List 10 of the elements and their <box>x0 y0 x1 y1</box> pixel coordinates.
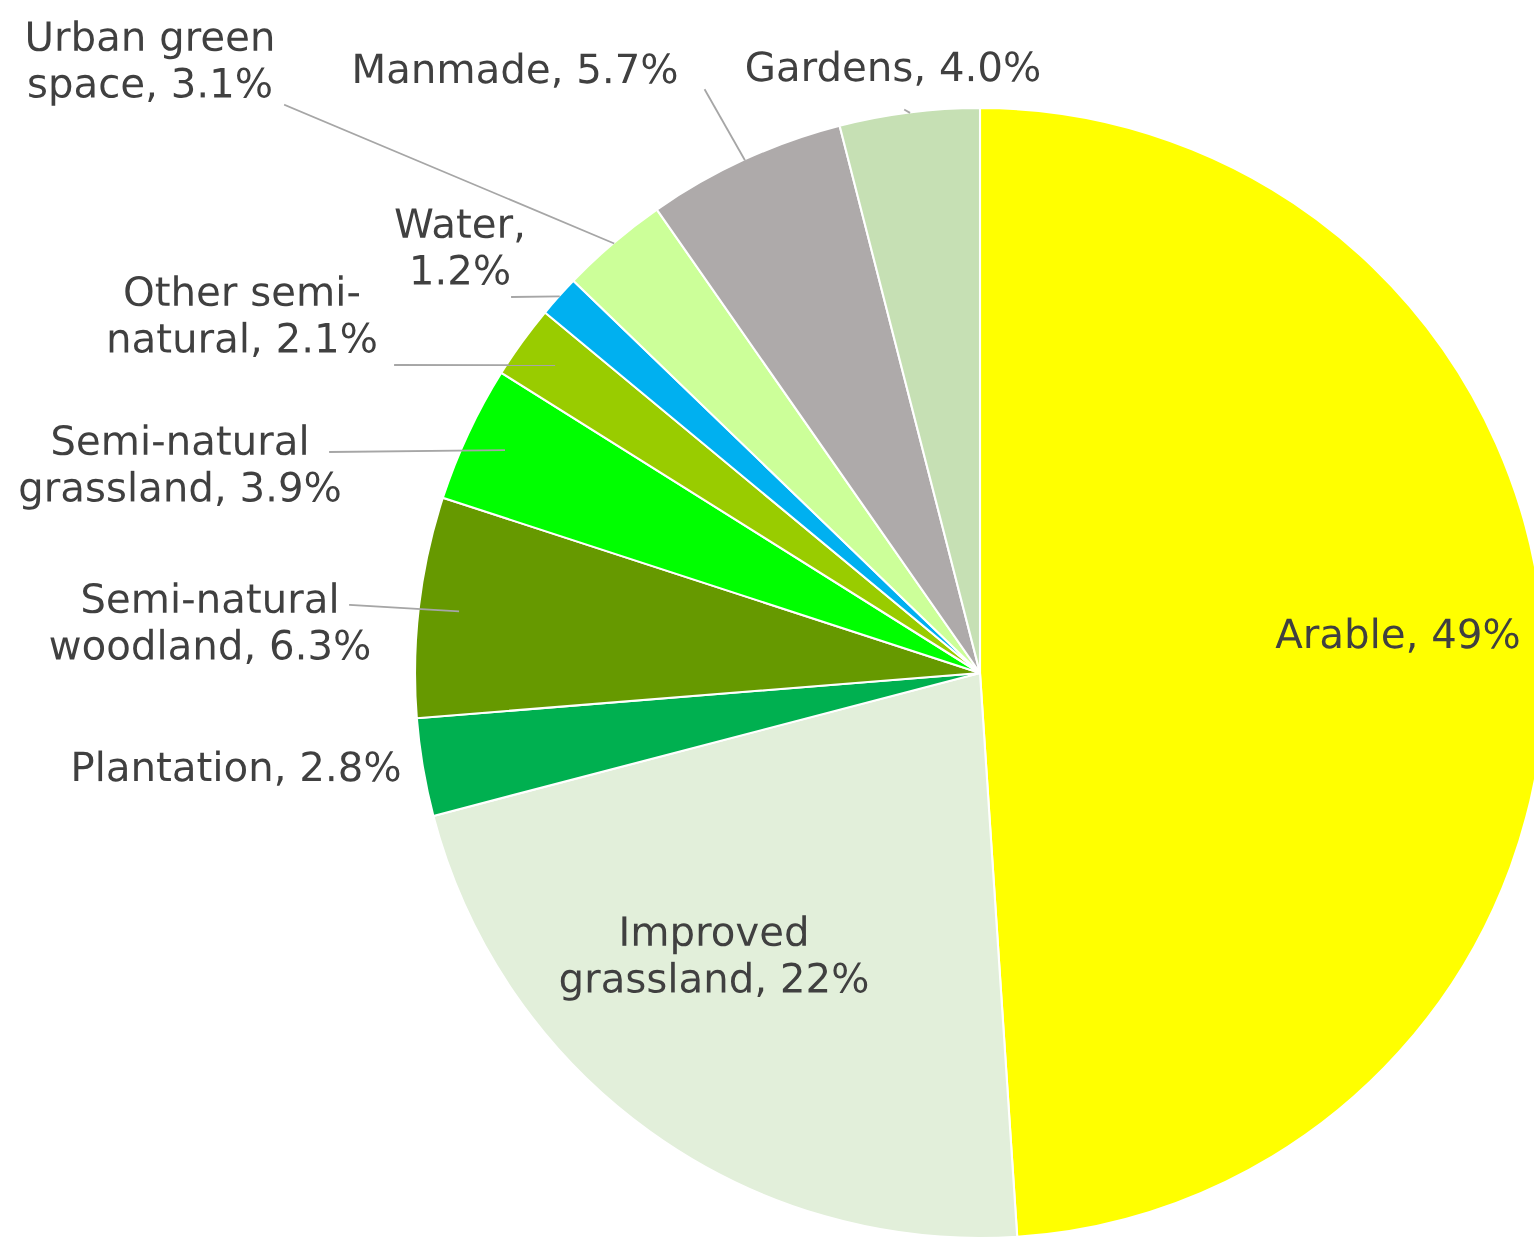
slice-label: Manmade, 5.7% <box>355 52 677 88</box>
slice-label: Urban green space, 3.1% <box>28 20 273 106</box>
slice-label: Plantation, 2.8% <box>74 750 400 786</box>
slice-label: Semi-natural woodland, 6.3% <box>50 582 370 665</box>
slice-label: Arable, 49% <box>1275 617 1519 653</box>
slice-label: Improved grassland, 22% <box>560 915 868 1001</box>
slice-label: Other semi-natural, 2.1% <box>109 275 376 358</box>
slice-label: Gardens, 4.0% <box>746 50 1040 86</box>
slice-label: Semi-natural grassland, 3.9% <box>20 424 340 510</box>
slice-label: Water, 1.2% <box>395 208 522 285</box>
